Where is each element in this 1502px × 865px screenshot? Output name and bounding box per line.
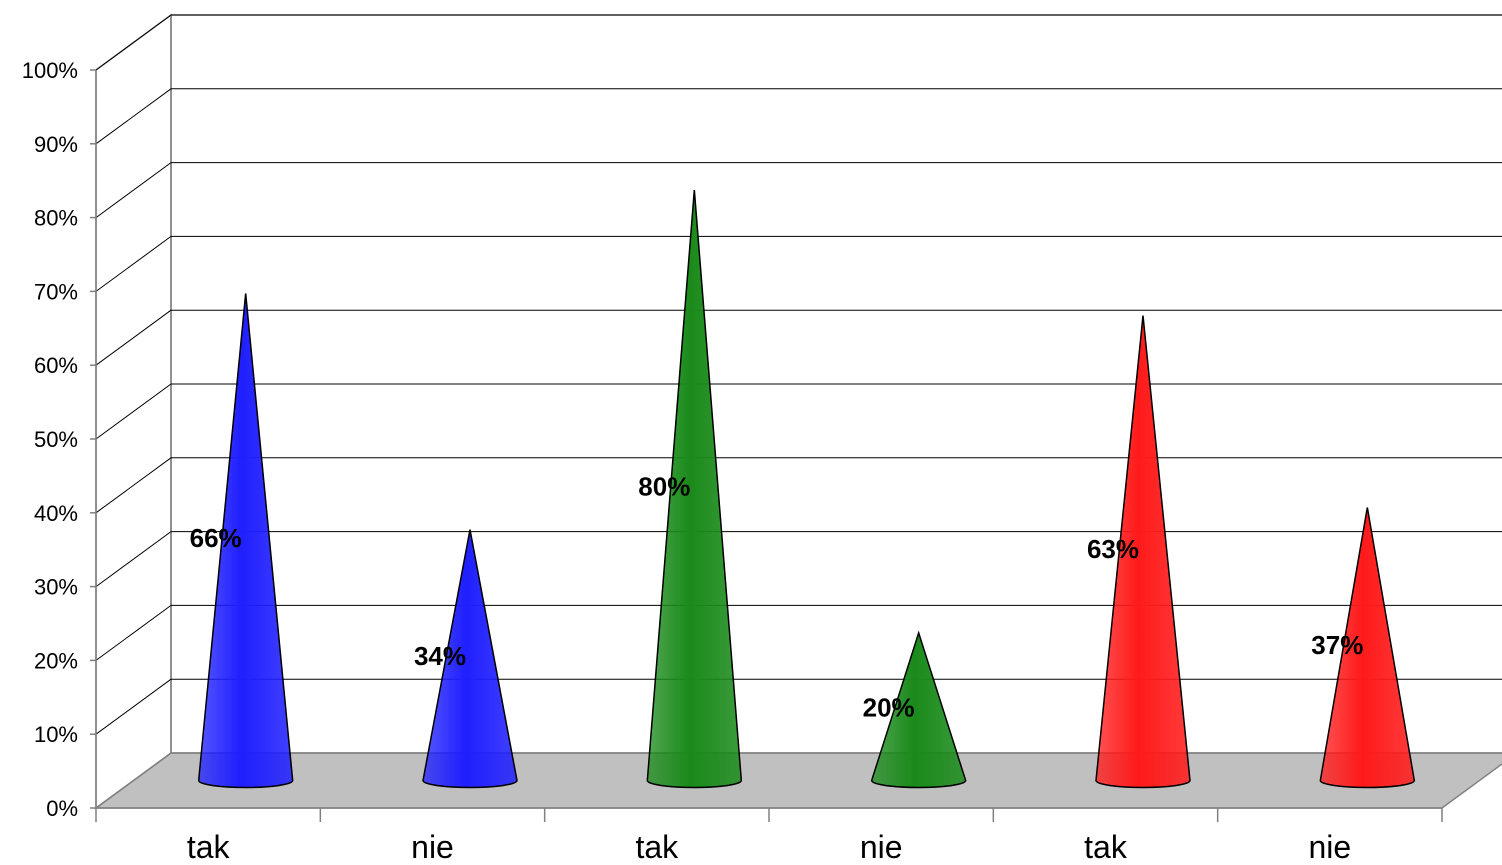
x-axis: tak nie tak nie tak nie [95,807,1443,865]
chart-floor [93,752,1502,809]
data-label: 34% [414,641,466,671]
cone-base-edge [198,780,294,788]
x-tick-label: nie [1308,829,1351,865]
gridline-side [95,162,172,219]
data-labels: 66% 34% 80% 20% 63% 37% [190,471,1364,722]
y-tick-label: 40% [34,501,78,526]
cone-nie [1319,507,1416,789]
gridline-side [95,88,172,145]
gridline-side [95,309,172,366]
y-tick-label: 20% [34,648,78,673]
gridline-side [95,678,172,735]
cone-nie [870,630,967,789]
y-tick-label: 0% [46,796,78,821]
y-tick-label: 90% [34,132,78,157]
cones [197,190,1416,789]
gridline-side [95,383,172,440]
x-tick-label: tak [187,829,231,865]
y-tick-label: 50% [34,427,78,452]
data-label: 66% [190,523,242,553]
x-tick-label: tak [1084,829,1128,865]
cone-tak [646,190,743,789]
y-tick-label: 70% [34,279,78,304]
cone-base-edge [646,780,742,788]
cone-tak [197,293,294,789]
gridline-side [95,531,172,588]
x-tick-label: nie [411,829,454,865]
x-tick-label: nie [860,829,903,865]
y-axis: 0% 10% 20% 30% 40% 50% 60% 70% 80% 90% 100% [22,58,97,821]
gridline-side [95,14,172,71]
gridline-side [95,235,172,292]
data-label: 37% [1311,630,1363,660]
data-label: 20% [863,693,915,723]
gridline-side [95,604,172,661]
y-tick-label: 10% [34,722,78,747]
x-tick-label: tak [635,829,679,865]
y-tick-label: 30% [34,575,78,600]
gridlines [95,14,1502,735]
cone-base-edge [1095,780,1191,788]
cone-base-edge [1319,780,1415,788]
y-tick-label: 100% [22,58,78,83]
gridline-side [95,457,172,514]
cone-tak [1095,315,1191,789]
cone-base-edge [422,780,518,788]
cone-nie [422,529,518,789]
data-label: 63% [1087,534,1139,564]
cone-base-edge [871,780,967,788]
data-label: 80% [638,471,690,501]
y-tick-label: 80% [34,206,78,231]
y-tick-label: 60% [34,353,78,378]
chart-walls [93,13,1502,810]
